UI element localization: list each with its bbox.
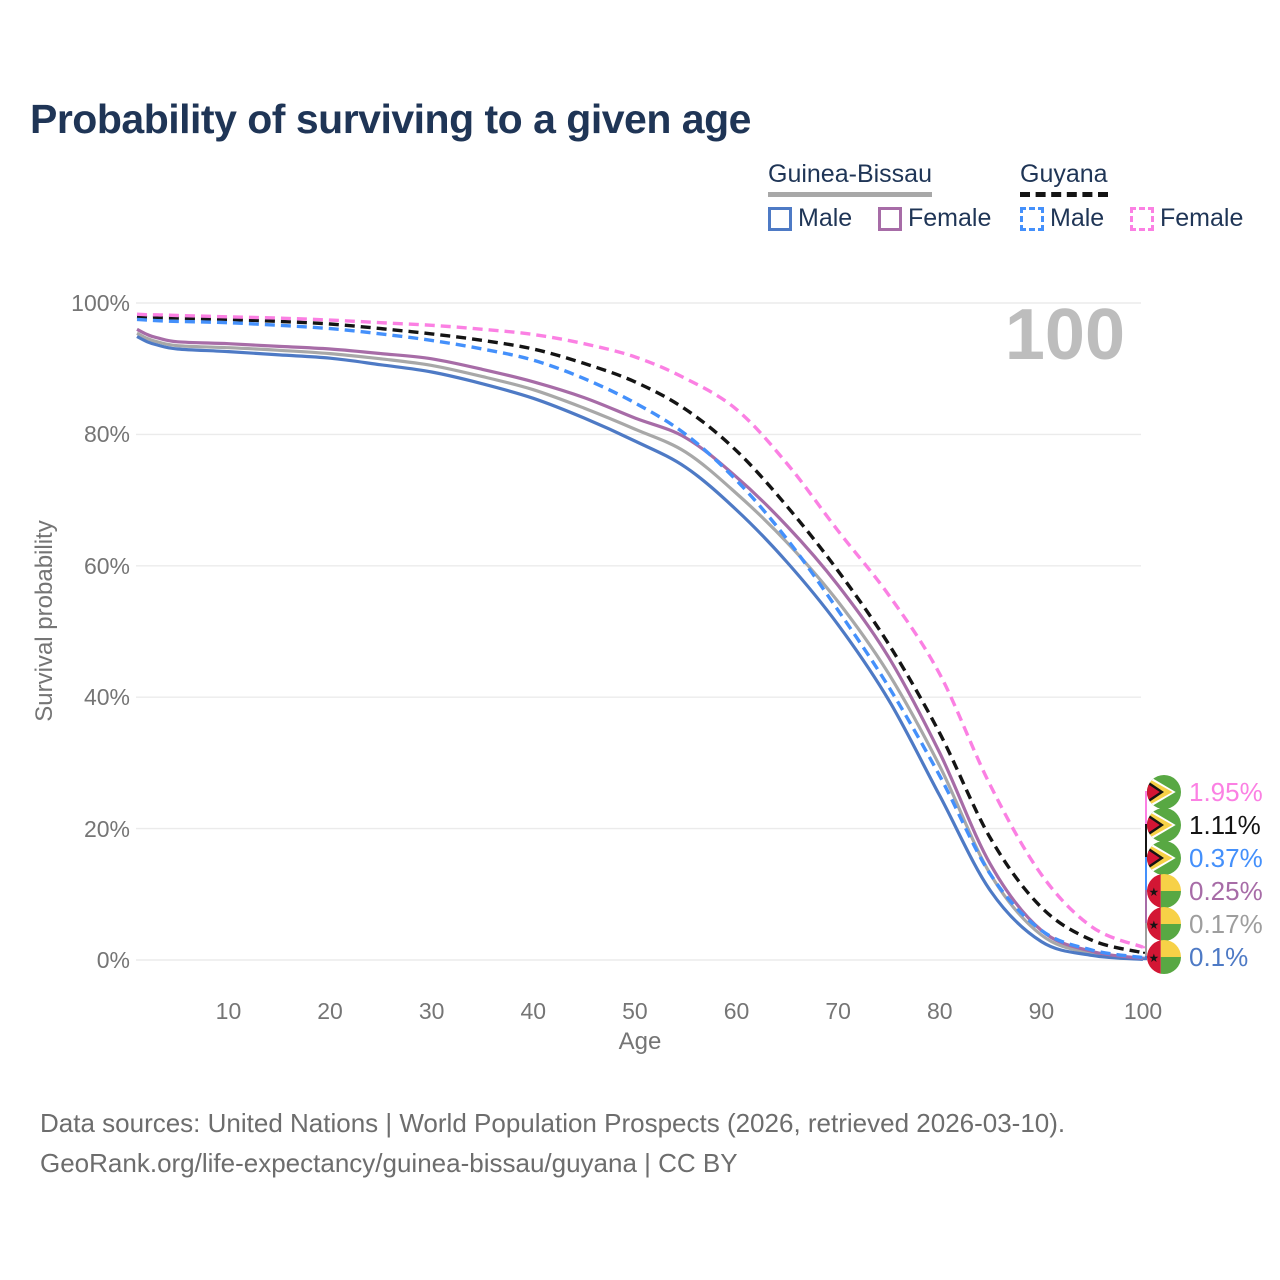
legend-item-label: Male — [798, 204, 853, 232]
y-tick-label: 80% — [83, 421, 130, 448]
x-tick-label: 90 — [1028, 998, 1055, 1024]
x-tick-label: 20 — [317, 998, 343, 1024]
x-tick-label: 70 — [825, 998, 851, 1024]
hover-value-text: 0.25% — [1189, 875, 1263, 906]
series-line-guyana[interactable] — [136, 315, 1144, 955]
hover-value-text: 0.1% — [1189, 941, 1249, 972]
hover-value-text: 0.17% — [1189, 908, 1263, 939]
legend-item-guinea-bissau-female[interactable]: Female — [878, 204, 991, 233]
hover-value-text: 0.37% — [1189, 842, 1263, 873]
legend-group-guinea-bissau[interactable]: Guinea-Bissau — [768, 160, 932, 197]
hover-value-row-guinea-bissau: 0.17% — [1147, 907, 1263, 941]
hover-value-row-guinea-bissau-female: 0.25% — [1147, 874, 1263, 908]
hover-value-text: 1.95% — [1189, 776, 1263, 807]
hover-value-text: 1.11% — [1189, 809, 1261, 840]
x-tick-label: 80 — [926, 998, 953, 1024]
guyana-flag-icon — [1147, 775, 1181, 809]
hover-value-row-guinea-bissau-male: 0.1% — [1147, 940, 1248, 974]
legend-item-guyana-female[interactable]: Female — [1130, 204, 1243, 233]
y-tick-label: 0% — [96, 947, 130, 973]
y-axis-title: Survival probability — [31, 520, 58, 722]
x-tick-label: 100 — [1123, 998, 1163, 1024]
y-tick-label: 60% — [83, 552, 130, 579]
x-axis-title: Age — [618, 1028, 662, 1055]
page-title: Probability of surviving to a given age — [30, 96, 751, 142]
legend-item-label: Female — [1160, 204, 1244, 232]
series-line-guinea-bissau[interactable] — [136, 331, 1144, 961]
guyana-flag-icon — [1147, 808, 1181, 842]
hover-value-row-guyana-female: 1.95% — [1147, 775, 1263, 809]
hover-age-label: 100 — [1004, 295, 1125, 375]
x-tick-label: 40 — [520, 998, 547, 1024]
series-line-guinea-bissau-male[interactable] — [136, 335, 1144, 961]
y-tick-label: 100% — [71, 290, 130, 316]
x-tick-label: 30 — [418, 998, 445, 1024]
y-tick-label: 40% — [83, 684, 130, 711]
attribution-link[interactable]: GeoRank.org/life-expectancy/guinea-bissa… — [40, 1148, 738, 1178]
legend-item-guyana-male[interactable]: Male — [1020, 204, 1104, 233]
guyana-female-swatch-icon — [1130, 206, 1154, 231]
series-line-guyana-female[interactable] — [136, 312, 1144, 949]
x-tick-label: 10 — [215, 998, 242, 1024]
data-sources-note: Data sources: United Nations | World Pop… — [40, 1108, 1066, 1138]
legend-item-label: Female — [908, 204, 992, 232]
hover-value-row-guyana: 1.11% — [1147, 808, 1261, 842]
x-tick-label: 50 — [622, 998, 648, 1024]
guyana-flag-icon — [1147, 841, 1181, 875]
hover-value-row-guyana-male: 0.37% — [1147, 841, 1263, 875]
guinea-bissau-female-swatch-icon — [878, 206, 902, 231]
y-tick-label: 20% — [83, 815, 130, 842]
x-tick-label: 60 — [723, 998, 750, 1024]
guinea-bissau-flag-icon — [1147, 940, 1181, 974]
guyana-male-swatch-icon — [1020, 206, 1044, 231]
guinea-bissau-male-swatch-icon — [768, 206, 792, 231]
legend-group-guyana[interactable]: Guyana — [1020, 160, 1108, 197]
guinea-bissau-flag-icon — [1147, 874, 1181, 908]
legend-item-guinea-bissau-male[interactable]: Male — [768, 204, 852, 233]
series-line-guinea-bissau-female[interactable] — [136, 327, 1144, 960]
legend-item-label: Male — [1050, 204, 1105, 232]
series-line-guyana-male[interactable] — [136, 317, 1144, 960]
guinea-bissau-flag-icon — [1147, 907, 1181, 941]
